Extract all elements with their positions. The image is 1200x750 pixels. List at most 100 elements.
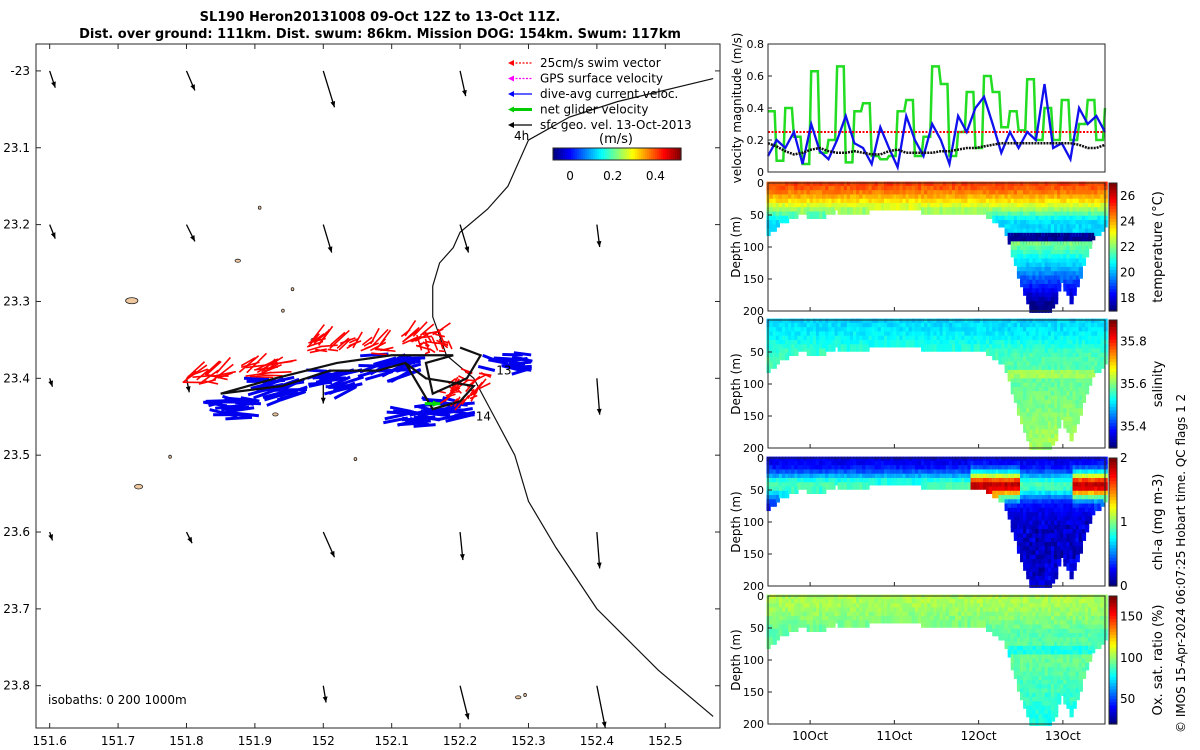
geo-velocity-arrow [49,224,56,239]
legend-label: sfc geo. vel. 13-Oct-2013 [540,118,692,132]
colorbar-label: chl-a (mg m-3) [1151,474,1166,571]
lon-tick-label: 152.5 [648,734,682,748]
current-vector-fan [202,351,533,428]
colorbar-tick-label: 150 [1120,610,1143,624]
geo-velocity-arrow [185,531,193,544]
lat-tick-label: 23.4 [3,371,30,385]
geo-velocity-arrow [48,378,54,387]
copyright-note: © IMOS 15-Apr-2024 06:07:25 Hobart time.… [1174,394,1188,733]
legend-label: 25cm/s swim vector [540,56,661,70]
colorbar-tick-label: 100 [1120,651,1143,665]
velocity-tick-label: 0.6 [747,70,765,83]
depth-tick-label: 50 [750,346,764,359]
profile-colorbar [1108,457,1118,587]
depth-ylabel: Depth (m) [729,216,743,277]
profile-panel-oxygen: 0 50 100 150 200 Depth (m) 50 100 150 Ox. sat. ra… [729,590,1166,743]
figure-title-line1: SL190 Heron20131008 09-Oct 12Z to 13-Oct… [199,10,561,25]
legend-4h-label: 4h [514,129,529,143]
legend-entry: dive-avg current veloc. [508,87,678,101]
geo-velocity-arrow [459,70,467,97]
depth-tick-label: 150 [743,548,764,561]
depth-tick-label: 0 [757,452,764,465]
current-velocity-series [766,83,1107,172]
colorbar-tick-label: 18 [1120,291,1135,305]
reef-island [257,205,262,210]
colorbar-tick-label: 0.2 [603,169,622,183]
geo-velocity-arrow [596,531,602,569]
velocity-tick-label: 0.4 [747,102,765,115]
depth-tick-label: 200 [743,718,764,731]
reef-island [272,412,279,417]
depth-tick-label: 200 [743,580,764,593]
lat-tick-label: 23.7 [3,602,30,616]
colorbar-tick-label: 26 [1120,189,1135,203]
colorbar-tick-label: 35.8 [1120,334,1147,348]
legend-entry: sfc geo. vel. 13-Oct-2013 [508,118,692,132]
colorbar-tick-label: 50 [1120,692,1135,706]
geo-velocity-arrow [459,685,470,720]
depth-tick-label: 50 [750,209,764,222]
date-tick-label: 10Oct [792,729,828,743]
track-time-label: 14 [476,410,491,424]
lon-tick-label: 151.6 [33,734,67,748]
lon-tick-label: 151.8 [169,734,203,748]
depth-tick-label: 150 [743,273,764,286]
legend-entry: 25cm/s swim vector [508,56,661,70]
lat-tick-label: -23 [10,64,30,78]
map-frame [35,43,721,729]
legend-entry: GPS surface velocity [508,72,663,86]
figure-title-line2: Dist. over ground: 111km. Dist. swum: 86… [79,27,681,42]
depth-tick-label: 200 [743,442,764,455]
geo-velocity-arrow [322,224,333,253]
colorbar-tick-label: 2 [1120,451,1128,465]
isobath-1000m-line [432,78,714,717]
reef-island [290,287,295,292]
reef-island [125,297,139,305]
date-tick-label: 11Oct [876,729,912,743]
lon-tick-label: 151.9 [238,734,272,748]
colorbar-label: Ox. sat. ratio (%) [1151,605,1166,716]
depth-ylabel: Depth (m) [729,629,743,690]
lon-tick-label: 152.1 [375,734,409,748]
legend-label: dive-avg current veloc. [540,87,678,101]
profile-colorbar [1108,182,1118,312]
depth-tick-label: 150 [743,410,764,423]
lat-tick-label: 23.6 [3,525,30,539]
depth-tick-label: 100 [743,516,764,529]
legend-label: GPS surface velocity [540,72,663,86]
track-map: 13 14 151.6 151.7 151.8 151.9 152 152.1 152.2 15… [3,43,721,748]
colorbar-tick-label: 0 [1120,579,1128,593]
glider-track [220,346,483,411]
depth-tick-label: 0 [757,590,764,603]
lon-tick-label: 152.2 [443,734,477,748]
colorbar-tick-label: 24 [1120,214,1135,228]
geo-velocity-arrow [185,70,196,91]
reef-island [134,483,144,490]
depth-tick-label: 200 [743,305,764,318]
lat-tick-label: 23.2 [3,218,30,232]
reef-island [168,454,172,459]
colorbar-title: (m/s) [599,132,633,147]
lat-tick-label: 23.5 [3,448,30,462]
isobaths-label: isobaths: 0 200 1000m [48,693,187,707]
colorbar-frame [552,147,682,161]
profile-colorbar [1108,595,1118,725]
velocity-tick-label: 0.2 [747,134,765,147]
net-velocity-arrow [424,400,441,407]
geo-velocity-arrow [596,378,602,415]
geo-velocity-arrow [596,224,602,248]
profile-panel-salinity: 0 50 100 150 200 Depth (m) 35.4 35.6 35.8 salinit… [729,314,1166,455]
legend-label: net glider velocity [540,103,648,117]
net-velocity-series [768,65,1107,166]
colorbar-tick-label: 0 [566,169,574,183]
reef-island [523,693,527,697]
velocity-ylabel: velocity magnitude (m/s) [730,33,744,184]
depth-tick-label: 100 [743,241,764,254]
legend-entry: net glider velocity [508,103,648,117]
speed-colorbar: (m/s) 0 0.2 0.4 [552,132,682,183]
lon-tick-label: 151.7 [101,734,135,748]
geo-velocity-arrow [185,224,196,242]
reef-island [353,457,358,461]
